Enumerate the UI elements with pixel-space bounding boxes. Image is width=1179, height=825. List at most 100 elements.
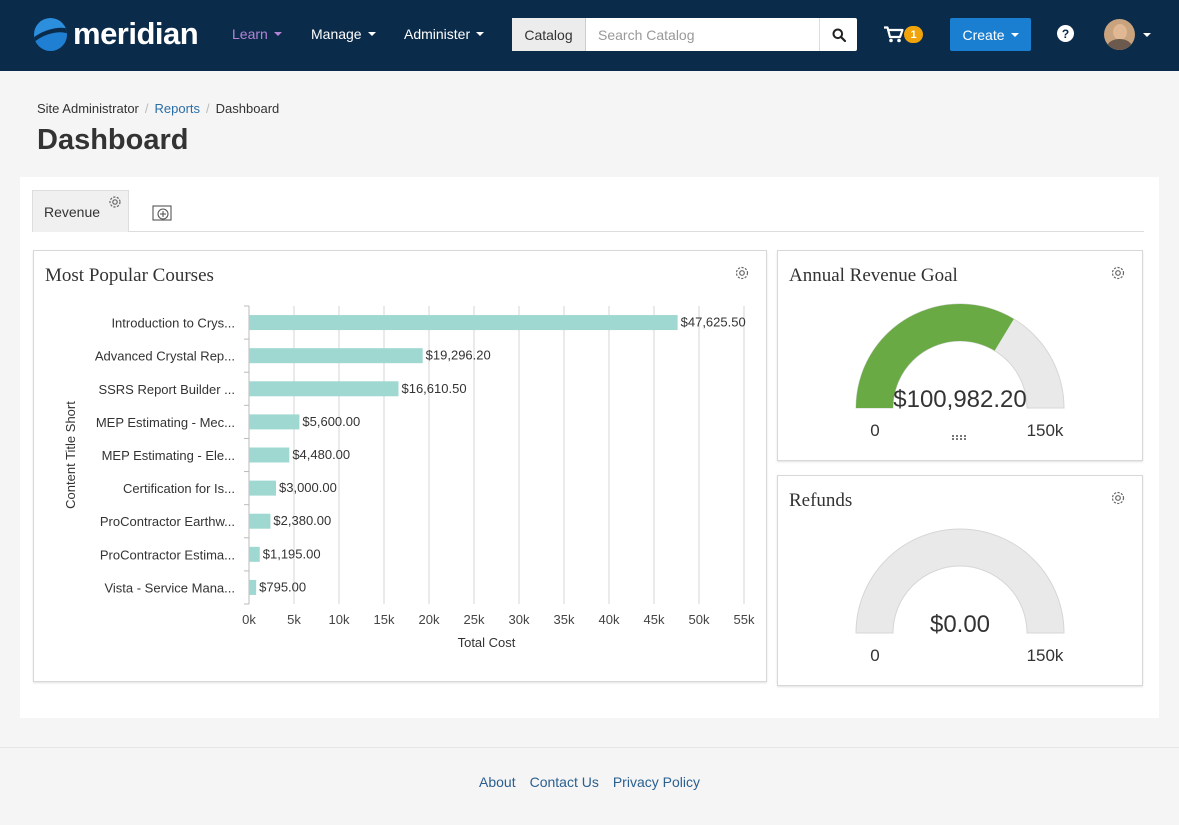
x-tick-label: 40k [599, 612, 620, 627]
bar-value-label: $19,296.20 [426, 348, 491, 363]
resize-handle-dot [960, 435, 962, 437]
y-axis-title: Content Title Short [63, 401, 78, 509]
bar-value-label: $1,195.00 [263, 546, 321, 561]
bar-value-label: $16,610.50 [401, 381, 466, 396]
gauge-value-label: $100,982.20 [893, 386, 1026, 413]
cart-button[interactable]: 1 [884, 24, 928, 46]
x-tick-label: 0k [242, 612, 256, 627]
brand-logo[interactable]: meridian [34, 16, 199, 52]
y-tick-label: ProContractor Earthw... [100, 514, 235, 529]
x-tick-label: 15k [374, 612, 395, 627]
breadcrumb-separator: / [206, 101, 210, 116]
y-tick-label: MEP Estimating - Ele... [102, 448, 235, 463]
search-scope-button[interactable]: Catalog [512, 18, 586, 51]
resize-handle-dot [964, 435, 966, 437]
breadcrumb-site-admin[interactable]: Site Administrator [37, 101, 139, 116]
bar-value-label: $3,000.00 [279, 480, 337, 495]
nav-learn-label: Learn [232, 26, 268, 42]
gauge-value-label: $0.00 [930, 611, 990, 638]
gear-icon[interactable] [734, 265, 750, 281]
widget-refunds: Refunds $0.00 0 150k [777, 475, 1143, 686]
chevron-down-icon [367, 32, 376, 36]
gauge-track [855, 528, 1065, 634]
resize-handle-dot [952, 435, 954, 437]
widget-most-popular-courses: Most Popular Courses 0k 5k 10k 15k 20k 25k 30k… [33, 250, 767, 682]
bar-value-label: $5,600.00 [302, 414, 360, 429]
create-button[interactable]: Create [950, 18, 1031, 51]
bar-value-label: $4,480.00 [292, 447, 350, 462]
brand-name: meridian [73, 16, 199, 51]
y-tick-label: Vista - Service Mana... [104, 580, 235, 595]
gear-icon[interactable] [107, 194, 123, 210]
footer-contact-link[interactable]: Contact Us [529, 774, 599, 790]
bar [249, 579, 257, 595]
bar [249, 447, 290, 463]
footer-about-link[interactable]: About [479, 774, 516, 790]
y-tick-label: ProContractor Estima... [100, 547, 235, 562]
avatar[interactable] [1104, 19, 1135, 50]
y-tick-label: Advanced Crystal Rep... [95, 349, 235, 364]
x-tick-label: 55k [734, 612, 755, 627]
page-title: Dashboard [37, 124, 189, 156]
gauge-min-label: 0 [870, 421, 879, 440]
nav-administer[interactable]: Administer [404, 26, 485, 42]
widget-title: Annual Revenue Goal [789, 265, 958, 286]
gauge-max-label: 150k [1027, 421, 1064, 440]
x-tick-label: 25k [464, 612, 485, 627]
chevron-down-icon [476, 32, 485, 36]
top-navbar: meridian Learn Manage Administer Catalog… [0, 0, 1179, 71]
y-tick-label: MEP Estimating - Mec... [96, 415, 235, 430]
chevron-down-icon [1010, 32, 1019, 37]
search-bar: Catalog [512, 18, 857, 51]
meridian-logo-icon [34, 17, 67, 51]
y-tick-label: Certification for Is... [123, 481, 235, 496]
footer: About Contact Us Privacy Policy [0, 774, 1179, 790]
tab-revenue-label: Revenue [44, 204, 101, 220]
x-tick-label: 35k [554, 612, 575, 627]
resize-handle-dot [960, 438, 962, 440]
refunds-gauge: $0.00 0 150k [855, 528, 1065, 665]
create-button-label: Create [962, 26, 1005, 43]
x-tick-label: 45k [644, 612, 665, 627]
x-tick-label: 50k [689, 612, 710, 627]
help-icon[interactable]: ? [1057, 25, 1074, 42]
search-input[interactable] [586, 18, 819, 51]
gauge-min-label: 0 [870, 646, 879, 665]
bar [249, 480, 276, 496]
x-axis-title: Total Cost [458, 635, 516, 650]
resize-handle-dot [956, 435, 958, 437]
tab-revenue[interactable]: Revenue [32, 190, 129, 232]
dashboard-tabs: Revenue [32, 190, 1144, 232]
nav-administer-label: Administer [404, 26, 471, 42]
resize-handle-dot [956, 438, 958, 440]
widget-title: Refunds [789, 490, 853, 511]
y-tick-label: Introduction to Crys... [111, 316, 235, 331]
nav-manage-label: Manage [311, 26, 362, 42]
nav-learn[interactable]: Learn [232, 26, 282, 42]
add-tab-icon[interactable] [150, 202, 176, 222]
breadcrumb-reports[interactable]: Reports [154, 101, 201, 116]
bar [249, 315, 678, 331]
footer-divider [0, 747, 1179, 748]
bar [249, 348, 423, 364]
breadcrumb-dashboard: Dashboard [215, 101, 280, 116]
resize-handle-dot [952, 438, 954, 440]
bar-value-label: $2,380.00 [273, 513, 331, 528]
cart-count-badge: 1 [904, 26, 923, 43]
gear-icon[interactable] [1110, 265, 1126, 281]
bar [249, 513, 271, 529]
x-tick-label: 10k [329, 612, 350, 627]
bar [249, 546, 260, 562]
search-button[interactable] [819, 18, 857, 51]
chevron-down-icon[interactable] [1143, 33, 1151, 37]
footer-privacy-link[interactable]: Privacy Policy [612, 774, 700, 790]
resize-handle-dot [964, 438, 966, 440]
nav-manage[interactable]: Manage [311, 26, 376, 42]
widget-title: Most Popular Courses [45, 265, 214, 286]
dashboard-panel: Revenue Most Popular Courses 0k 5k 10k 15k 2… [20, 177, 1159, 718]
gear-icon[interactable] [1110, 490, 1126, 506]
cart-icon [884, 26, 904, 43]
gauge-fill [856, 303, 1014, 408]
breadcrumb-separator: / [144, 101, 149, 116]
bar-value-label: $47,625.50 [681, 315, 746, 330]
